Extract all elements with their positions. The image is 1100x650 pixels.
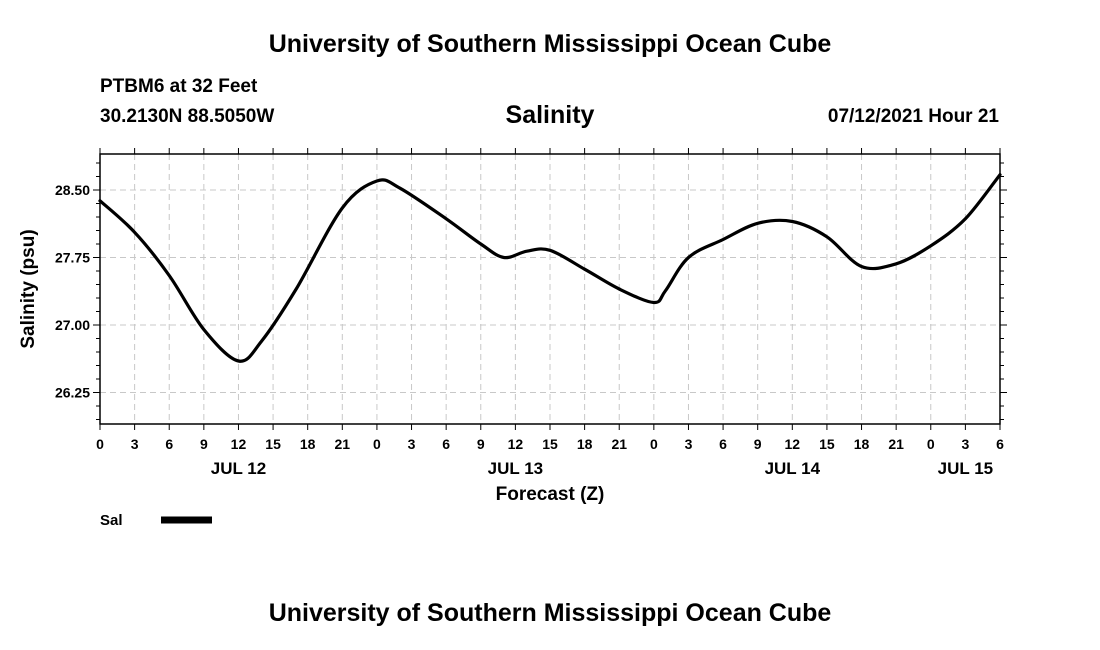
x-tick-label: 3 [961,436,969,452]
x-tick-label: 0 [927,436,935,452]
x-tick-label: 18 [854,436,870,452]
y-tick-label: 27.00 [55,317,90,333]
x-tick-label: 18 [577,436,593,452]
tick-label-layer: 0 3 6 9 12 15 18 21 0 3 6 9 12 15 18 21 0 3 6 9 12 15 18 21 0 3 6 2… [55,182,1004,478]
grid-layer [100,154,1000,424]
x-tick-label: 3 [408,436,416,452]
coordinates-label: 30.2130N 88.5050W [100,106,275,127]
x-tick-label: 6 [719,436,727,452]
x-tick-label: 6 [442,436,450,452]
date-label: JUL 14 [765,459,821,478]
forecast-datetime: 07/12/2021 Hour 21 [827,106,999,127]
series-layer [98,173,1002,363]
x-tick-label: 21 [335,436,351,452]
y-tick-label: 26.25 [55,385,90,401]
x-tick-label: 21 [611,436,627,452]
date-label: JUL 13 [488,459,543,478]
x-tick-label: 12 [231,436,247,452]
chart-header-title: University of Southern Mississippi Ocean… [268,30,832,58]
x-tick-label: 12 [508,436,524,452]
x-tick-label: 12 [785,436,801,452]
x-tick-label: 3 [131,436,139,452]
legend-label-sal: Sal [100,512,123,529]
x-tick-label: 15 [819,436,835,452]
x-tick-label: 0 [373,436,381,452]
x-tick-label: 0 [96,436,104,452]
x-tick-label: 6 [165,436,173,452]
x-tick-label: 9 [754,436,762,452]
series-line-sal [98,173,1002,363]
date-label: JUL 15 [938,459,993,478]
x-tick-label: 18 [300,436,316,452]
x-tick-label: 21 [888,436,904,452]
tick-layer [93,148,1007,430]
x-tick-label: 0 [650,436,658,452]
x-tick-label: 9 [477,436,485,452]
y-axis-label: Salinity (psu) [18,229,39,348]
y-tick-label: 27.75 [55,250,90,266]
x-tick-label: 15 [265,436,281,452]
x-tick-label: 15 [542,436,558,452]
chart-title: Salinity [505,101,595,129]
y-tick-label: 28.50 [55,182,90,198]
date-label: JUL 12 [211,459,266,478]
x-tick-label: 9 [200,436,208,452]
x-tick-label: 3 [685,436,693,452]
chart-footer-title: University of Southern Mississippi Ocean… [268,599,832,627]
x-axis-label: Forecast (Z) [496,484,605,505]
station-label: PTBM6 at 32 Feet [100,76,258,97]
legend: Sal [100,512,212,529]
x-tick-label: 6 [996,436,1004,452]
